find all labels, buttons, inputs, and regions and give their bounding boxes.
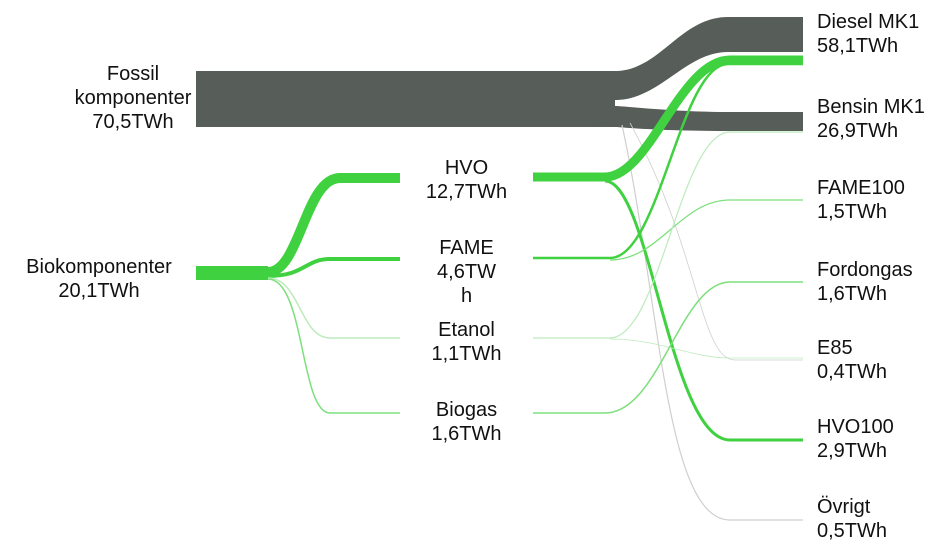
- flow-etanol-e85: [609, 338, 803, 359]
- node-value-hvo100: 2,9TWh: [817, 440, 888, 462]
- node-value-fossil: 70,5TWh: [92, 111, 174, 133]
- flow-bio-etanol: [267, 277, 400, 339]
- node-label-e85: E85 0,4TWh: [817, 336, 887, 384]
- node-label-fame: FAME 4,6TW h: [400, 236, 533, 308]
- node-name-diesel: Diesel MK1: [817, 11, 920, 33]
- node-value-fordongas: 1,6TWh: [817, 283, 888, 305]
- node-label-etanol: Etanol 1,1TWh: [400, 318, 533, 366]
- node-value-ovrigt: 0,5TWh: [817, 520, 888, 542]
- node-label-fame100: FAME100 1,5TWh: [817, 176, 905, 224]
- node-value-bensin: 26,9TWh: [817, 120, 899, 142]
- flow-hvo-diesel: [533, 55, 803, 182]
- flow-fame-diesel: [533, 62, 803, 260]
- node-name-ovrigt: Övrigt: [817, 496, 871, 518]
- flow-fossil-trunk: [196, 71, 615, 127]
- flow-fossil-ovrigt: [621, 124, 803, 521]
- node-value-etanol: 1,1TWh: [431, 343, 502, 365]
- node-label-fossil: Fossil komponenter 70,5TWh: [72, 62, 194, 134]
- node-name-bensin: Bensin MK1: [817, 96, 925, 118]
- node-value-e85: 0,4TWh: [817, 361, 888, 383]
- flow-fame-fame100: [609, 199, 803, 261]
- node-name-hvo: HVO: [444, 157, 489, 179]
- node-name-fordongas: Fordongas: [817, 259, 913, 281]
- node-label-biogas: Biogas 1,6TWh: [400, 398, 533, 446]
- flow-bio-fame: [267, 257, 400, 278]
- flow-biogas-fordongas: [533, 281, 803, 414]
- flow-bio-biogas: [267, 278, 400, 414]
- node-name-hvo100: HVO100: [817, 416, 894, 438]
- flow-fossil-diesel: [615, 17, 803, 100]
- node-name-etanol: Etanol: [438, 319, 495, 341]
- node-label-diesel: Diesel MK1 58,1TWh: [817, 10, 919, 58]
- node-value-fame-line1: 4,6TW: [437, 261, 496, 283]
- node-label-hvo: HVO 12,7TWh: [400, 156, 533, 204]
- node-name-e85: E85: [817, 337, 853, 359]
- node-value-bio: 20,1TWh: [58, 280, 140, 302]
- flow-bio-trunk: [196, 266, 268, 280]
- flow-hvo-hvo100: [604, 179, 803, 442]
- node-label-ovrigt: Övrigt 0,5TWh: [817, 495, 887, 543]
- node-name-fame100: FAME100: [817, 177, 905, 199]
- flow-bio-hvo: [266, 173, 400, 277]
- node-value-biogas: 1,6TWh: [431, 423, 502, 445]
- flow-fossil-e85: [629, 122, 803, 361]
- node-value-fame-line2: h: [460, 285, 473, 307]
- node-name-biogas: Biogas: [435, 399, 498, 421]
- node-label-hvo100: HVO100 2,9TWh: [817, 415, 894, 463]
- node-name-fossil-line2: komponenter: [74, 87, 192, 109]
- node-name-fossil-line1: Fossil: [106, 63, 160, 85]
- node-label-fordongas: Fordongas 1,6TWh: [817, 258, 913, 306]
- node-value-hvo: 12,7TWh: [425, 181, 508, 203]
- node-label-bio: Biokomponenter 20,1TWh: [6, 255, 192, 303]
- flow-etanol-bensin: [533, 131, 803, 339]
- node-value-diesel: 58,1TWh: [817, 35, 899, 57]
- node-name-fame: FAME: [439, 237, 494, 259]
- node-name-bio: Biokomponenter: [26, 256, 172, 278]
- node-label-bensin: Bensin MK1 26,9TWh: [817, 95, 925, 143]
- node-value-fame100: 1,5TWh: [817, 201, 888, 223]
